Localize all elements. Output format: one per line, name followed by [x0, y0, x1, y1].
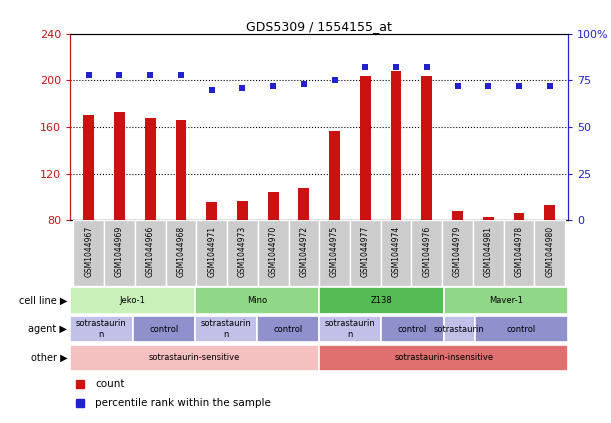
Text: sotrastaurin
n: sotrastaurin n	[200, 319, 251, 339]
Bar	[473, 220, 503, 286]
Text: GSM1044975: GSM1044975	[330, 225, 339, 277]
Bar	[196, 220, 227, 286]
Bar	[483, 217, 494, 220]
Bar	[350, 220, 381, 286]
Text: cell line ▶: cell line ▶	[19, 295, 67, 305]
Bar	[70, 316, 133, 342]
Text: sotrastaurin-sensitive: sotrastaurin-sensitive	[149, 353, 241, 363]
Text: GSM1044979: GSM1044979	[453, 225, 462, 277]
Bar	[381, 316, 444, 342]
Text: sotrastaurin: sotrastaurin	[434, 324, 485, 334]
Text: count: count	[95, 379, 125, 389]
Text: GSM1044973: GSM1044973	[238, 225, 247, 277]
Bar	[145, 118, 156, 220]
Bar	[104, 220, 135, 286]
Text: percentile rank within the sample: percentile rank within the sample	[95, 398, 271, 408]
Bar	[166, 220, 196, 286]
Text: sotrastaurin
n: sotrastaurin n	[325, 319, 376, 339]
Text: Maver-1: Maver-1	[489, 296, 523, 305]
Text: GSM1044967: GSM1044967	[84, 225, 93, 277]
Bar	[503, 220, 535, 286]
Bar	[135, 220, 166, 286]
Text: Mino: Mino	[247, 296, 267, 305]
Text: GSM1044972: GSM1044972	[299, 225, 309, 277]
Bar	[257, 316, 320, 342]
Bar	[535, 220, 565, 286]
Bar	[268, 192, 279, 220]
Text: control: control	[398, 324, 427, 334]
Bar	[452, 211, 463, 220]
Bar	[70, 287, 195, 313]
Text: GSM1044966: GSM1044966	[145, 225, 155, 277]
Bar	[70, 345, 320, 371]
Bar	[320, 287, 444, 313]
Text: Z138: Z138	[371, 296, 392, 305]
Bar	[320, 345, 568, 371]
Bar	[258, 220, 288, 286]
Text: GSM1044970: GSM1044970	[269, 225, 277, 277]
Bar	[73, 220, 104, 286]
Bar	[114, 112, 125, 220]
Text: sotrastaurin
n: sotrastaurin n	[76, 319, 126, 339]
Text: GSM1044968: GSM1044968	[177, 225, 185, 277]
Text: GSM1044980: GSM1044980	[545, 225, 554, 277]
Bar	[133, 316, 195, 342]
Bar	[175, 120, 186, 220]
Bar	[544, 205, 555, 220]
Bar	[83, 115, 94, 220]
Text: agent ▶: agent ▶	[28, 324, 67, 334]
Bar	[320, 316, 381, 342]
Text: Jeko-1: Jeko-1	[120, 296, 145, 305]
Bar	[329, 131, 340, 220]
Bar	[475, 316, 568, 342]
Bar	[288, 220, 320, 286]
Text: GSM1044981: GSM1044981	[484, 225, 493, 277]
Bar	[444, 287, 568, 313]
Bar	[422, 76, 432, 220]
Bar	[320, 220, 350, 286]
Text: GSM1044978: GSM1044978	[514, 225, 524, 277]
Bar	[227, 220, 258, 286]
Text: sotrastaurin-insensitive: sotrastaurin-insensitive	[394, 353, 493, 363]
Bar	[299, 188, 309, 220]
Text: control: control	[507, 324, 536, 334]
Bar	[390, 71, 401, 220]
Bar	[444, 316, 475, 342]
Bar	[411, 220, 442, 286]
Bar	[207, 202, 217, 220]
Bar	[195, 287, 320, 313]
Title: GDS5309 / 1554155_at: GDS5309 / 1554155_at	[246, 20, 392, 33]
Bar	[237, 201, 248, 220]
Bar	[442, 220, 473, 286]
Text: control: control	[149, 324, 178, 334]
Bar	[514, 213, 524, 220]
Bar	[195, 316, 257, 342]
Text: GSM1044974: GSM1044974	[392, 225, 401, 277]
Text: other ▶: other ▶	[31, 353, 67, 363]
Text: GSM1044971: GSM1044971	[207, 225, 216, 277]
Text: GSM1044976: GSM1044976	[422, 225, 431, 277]
Bar	[360, 76, 371, 220]
Text: GSM1044977: GSM1044977	[361, 225, 370, 277]
Text: GSM1044969: GSM1044969	[115, 225, 124, 277]
Text: control: control	[274, 324, 302, 334]
Bar	[381, 220, 411, 286]
